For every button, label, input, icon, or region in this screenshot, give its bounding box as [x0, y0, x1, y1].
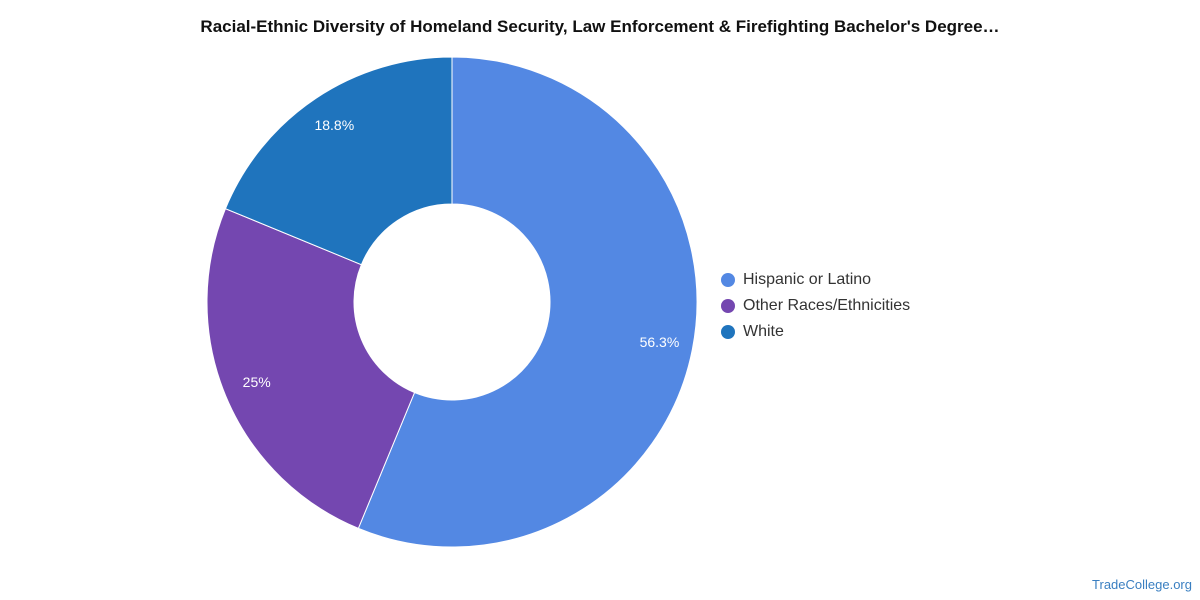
legend-swatch	[721, 273, 735, 287]
legend: Hispanic or Latino Other Races/Ethnicitie…	[721, 267, 910, 345]
legend-label: White	[743, 323, 784, 340]
slice-hispanic-or-latino[interactable]	[357, 56, 698, 548]
legend-item-other-races-ethnicities[interactable]: Other Races/Ethnicities	[721, 293, 910, 319]
legend-label: Hispanic or Latino	[743, 271, 872, 288]
legend-swatch	[721, 299, 735, 313]
source-credit[interactable]: TradeCollege.org	[1092, 577, 1192, 592]
data-label-white: 18.8%	[314, 117, 354, 133]
legend-label: Other Races/Ethnicities	[743, 297, 911, 314]
legend-item-hispanic-or-latino[interactable]: Hispanic or Latino	[721, 267, 910, 293]
legend-item-white[interactable]: White	[721, 319, 910, 345]
data-label-hispanic-or-latino: 56.3%	[640, 334, 680, 350]
data-label-other-races-ethnicities: 25%	[243, 374, 271, 390]
chart-title: Racial-Ethnic Diversity of Homeland Secu…	[200, 17, 1000, 36]
slice-other-races-ethnicities[interactable]	[206, 208, 416, 530]
legend-swatch	[721, 325, 735, 339]
slice-white[interactable]	[224, 56, 453, 266]
